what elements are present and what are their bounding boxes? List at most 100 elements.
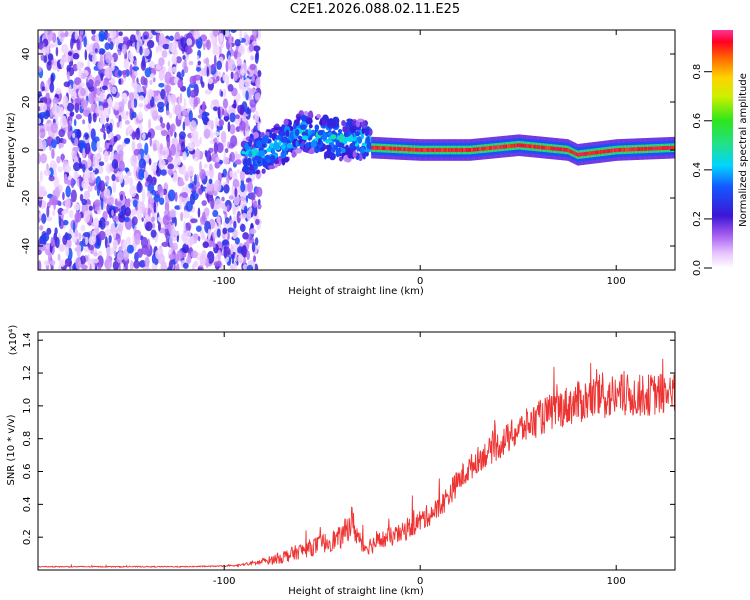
spectrogram-cell bbox=[74, 101, 80, 114]
spectrogram-cell bbox=[361, 142, 367, 148]
spectrogram-cell bbox=[224, 246, 231, 257]
spectrogram-cell bbox=[670, 145, 672, 150]
spectrogram-cell bbox=[640, 147, 642, 151]
spectrogram-cell bbox=[539, 145, 542, 150]
spectrogram-cell bbox=[299, 124, 307, 130]
spectrogram-cell bbox=[158, 68, 165, 81]
spectrogram-cell bbox=[88, 92, 95, 105]
spectrogram-cell bbox=[198, 187, 203, 195]
spectrogram-cell bbox=[116, 121, 120, 128]
spectrogram-cell bbox=[493, 145, 495, 150]
spectrogram-cell bbox=[622, 147, 624, 152]
spectrogram-cell bbox=[250, 55, 254, 61]
spectrogram-cell bbox=[80, 224, 86, 232]
spectrogram-cell bbox=[179, 115, 183, 121]
spectrogram-cell bbox=[144, 67, 152, 78]
spectrogram-cell bbox=[207, 228, 211, 241]
spectrogram-cell bbox=[124, 207, 131, 217]
spectrogram-cell bbox=[65, 197, 71, 210]
spectrogram-cell bbox=[128, 177, 134, 187]
spectrogram-cell bbox=[186, 112, 190, 119]
spectrogram-cell bbox=[496, 145, 498, 150]
spectrogram-cell bbox=[185, 230, 192, 238]
spectrogram-cell bbox=[176, 142, 181, 153]
spectrogram-cell bbox=[297, 116, 301, 122]
spectrogram-cell bbox=[253, 255, 257, 263]
spectrogram-cell bbox=[182, 121, 186, 132]
spectrogram-cell bbox=[401, 147, 403, 151]
spectrogram-cell bbox=[567, 148, 569, 153]
spectrogram-cell bbox=[162, 38, 170, 45]
spectrogram-cell bbox=[151, 222, 156, 229]
spectrogram-cell bbox=[185, 222, 192, 231]
spectrogram-cell bbox=[575, 152, 578, 157]
spectrogram-cell bbox=[73, 118, 77, 127]
spectrogram-cell bbox=[549, 146, 552, 151]
spectrogram-cell bbox=[534, 144, 537, 149]
spectrogram-cell bbox=[206, 181, 214, 192]
spectrogram-cell bbox=[533, 144, 535, 149]
spectrogram-cell bbox=[135, 127, 141, 141]
spectrogram-cell bbox=[497, 145, 500, 150]
spectrogram-cell bbox=[607, 149, 609, 154]
spectrogram-cell bbox=[183, 65, 189, 74]
spectrogram-cell bbox=[317, 129, 324, 136]
spectrogram-cell bbox=[157, 185, 163, 194]
spectrogram-cell bbox=[166, 155, 174, 163]
spectrogram-cell bbox=[140, 236, 149, 249]
spectrogram-cell bbox=[453, 148, 456, 152]
spectrogram-cell bbox=[147, 39, 155, 49]
spectrogram-cell bbox=[73, 203, 81, 211]
spectrogram-cell bbox=[41, 213, 47, 224]
spectrogram-cell bbox=[427, 148, 430, 152]
spectrogram-cell bbox=[122, 36, 129, 42]
spectrogram-cell bbox=[281, 157, 285, 163]
spectrogram-cell bbox=[104, 258, 113, 270]
spectrogram-cell bbox=[46, 205, 50, 218]
spectrogram-cell bbox=[74, 77, 82, 86]
spectrogram-cell bbox=[149, 73, 155, 79]
spectrogram-cell bbox=[212, 44, 220, 56]
spectrogram-cell bbox=[160, 88, 166, 100]
spectrogram-cell bbox=[235, 114, 240, 120]
spectrogram-cell bbox=[428, 148, 431, 152]
spectrogram-cell bbox=[252, 131, 260, 140]
spectrogram-cell bbox=[160, 129, 168, 137]
spectrogram-cell bbox=[166, 136, 171, 149]
spectrogram-cell bbox=[441, 148, 443, 152]
spectrogram-cell bbox=[232, 178, 240, 188]
spectrogram-cell bbox=[197, 236, 201, 242]
spectrogram-cell bbox=[480, 146, 483, 151]
spectrogram-cell bbox=[137, 142, 143, 150]
spectrogram-cell bbox=[507, 144, 509, 149]
spectrogram-cell bbox=[239, 169, 245, 181]
spectrogram-cell bbox=[98, 30, 106, 42]
spectrogram-cell bbox=[243, 205, 248, 214]
spectrogram-cell bbox=[227, 227, 235, 233]
spectrogram-cell bbox=[234, 237, 240, 245]
colorbar-tick-label: 0.6 bbox=[692, 113, 703, 129]
spectrogram-cell bbox=[305, 142, 310, 149]
spectrogram-cell bbox=[169, 234, 174, 248]
spectrogram-cell bbox=[348, 122, 353, 127]
spectrogram-cell bbox=[197, 60, 201, 66]
spectrogram-cell bbox=[249, 164, 254, 171]
spectrogram-cell bbox=[68, 209, 74, 219]
spectrogram-cell bbox=[159, 116, 163, 124]
spectrogram-cell bbox=[256, 155, 262, 162]
spectrogram-cell bbox=[154, 90, 159, 97]
spectrogram-cell bbox=[87, 185, 93, 192]
spectrogram-cell bbox=[257, 121, 261, 131]
spectrogram-cell bbox=[38, 131, 41, 137]
spectrogram-cell bbox=[46, 125, 50, 132]
spectrogram-cell bbox=[133, 260, 141, 269]
spectrogram-cell bbox=[646, 146, 649, 151]
spectrogram-cell bbox=[254, 92, 261, 101]
snr-plot-area bbox=[38, 358, 675, 568]
spectrogram-cell bbox=[167, 163, 174, 170]
spectrogram-cell bbox=[465, 148, 468, 152]
spectrogram-cell bbox=[142, 266, 151, 270]
spectrogram-cell bbox=[50, 264, 54, 270]
spectrogram-cell bbox=[193, 74, 202, 81]
spectrogram-cell bbox=[49, 82, 55, 93]
